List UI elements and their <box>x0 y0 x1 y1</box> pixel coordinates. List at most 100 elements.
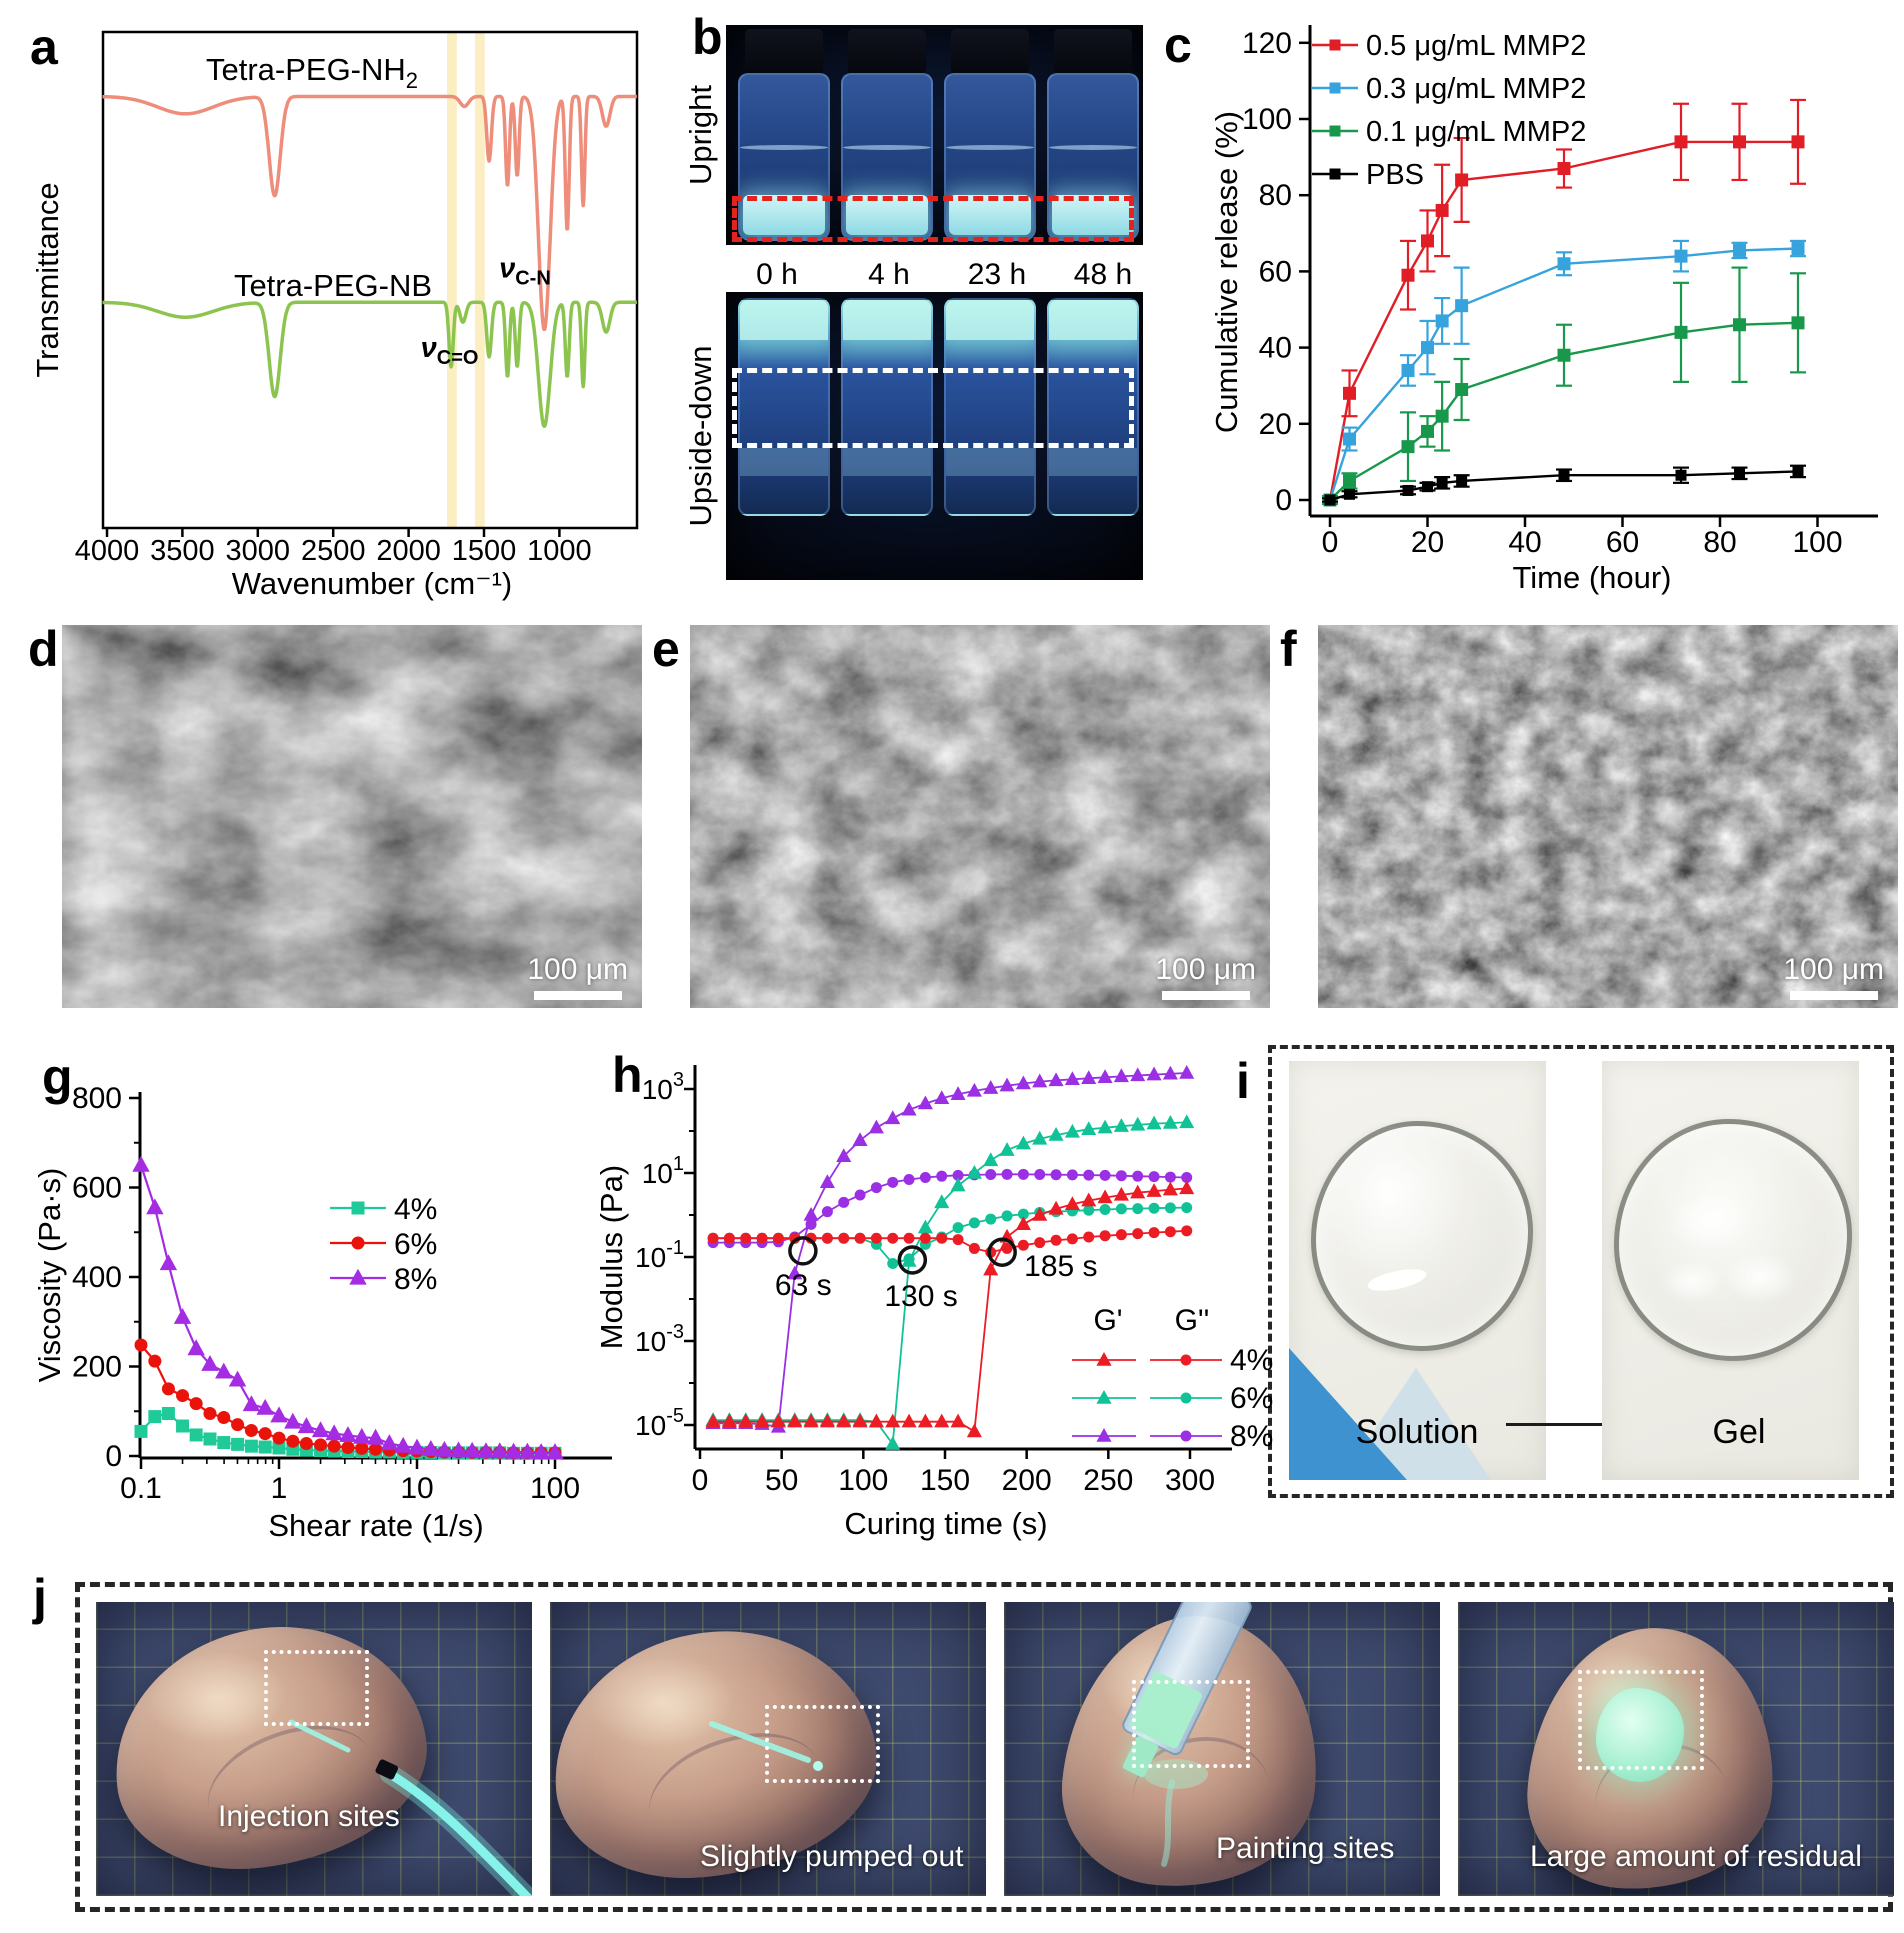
gel-label: Gel <box>1712 1413 1766 1451</box>
upside-down-label: Upside-down <box>683 345 718 527</box>
vial-upright <box>841 29 933 241</box>
svg-text:200: 200 <box>72 1351 122 1384</box>
scale-bar-label: 100 μm <box>527 953 628 986</box>
time-label-0h: 0 h <box>756 258 798 291</box>
svg-text:0: 0 <box>105 1440 122 1473</box>
svg-text:νC=O: νC=O <box>421 332 479 369</box>
photo-gel: Gel <box>1602 1061 1859 1480</box>
svg-text:Wavenumber (cm⁻¹): Wavenumber (cm⁻¹) <box>232 566 512 601</box>
vial-upright <box>738 29 830 241</box>
solution-droplet <box>1311 1121 1533 1351</box>
svg-text:100: 100 <box>838 1464 888 1497</box>
caption: Painting sites <box>1216 1832 1395 1865</box>
photo-injection-sites: Injection sites <box>96 1602 532 1896</box>
time-label-4h: 4 h <box>868 258 910 291</box>
svg-text:100: 100 <box>530 1472 580 1505</box>
svg-text:1500: 1500 <box>452 535 517 567</box>
svg-text:G'': G'' <box>1175 1304 1210 1337</box>
svg-text:0.3 μg/mL MMP2: 0.3 μg/mL MMP2 <box>1366 73 1586 105</box>
svg-text:Cumulative release (%): Cumulative release (%) <box>1209 111 1244 433</box>
svg-text:Viscosity (Pa·s): Viscosity (Pa·s) <box>32 1168 67 1383</box>
svg-text:3000: 3000 <box>226 535 291 567</box>
photo-vials-upright <box>726 25 1143 245</box>
svg-text:6%: 6% <box>1230 1382 1273 1415</box>
svg-text:4%: 4% <box>394 1193 437 1226</box>
svg-text:80: 80 <box>1703 526 1736 559</box>
caption: Slightly pumped out <box>700 1840 964 1873</box>
highlight-box-white <box>732 368 1134 448</box>
highlight-box <box>1578 1670 1704 1770</box>
svg-text:10-1: 10-1 <box>635 1237 684 1273</box>
svg-text:Time (hour): Time (hour) <box>1512 560 1671 595</box>
panel-label-j: j <box>33 1569 47 1625</box>
vial-upside-down <box>841 298 933 516</box>
svg-text:150: 150 <box>920 1464 970 1497</box>
svg-text:400: 400 <box>72 1261 122 1294</box>
svg-text:1000: 1000 <box>527 535 592 567</box>
highlight-box <box>1132 1680 1250 1768</box>
svg-text:50: 50 <box>765 1464 798 1497</box>
svg-text:100: 100 <box>1242 103 1292 136</box>
svg-text:60: 60 <box>1606 526 1639 559</box>
svg-text:40: 40 <box>1508 526 1541 559</box>
scale-bar <box>533 991 622 1000</box>
caption: Large amount of residual <box>1530 1840 1862 1873</box>
svg-text:300: 300 <box>1165 1464 1215 1497</box>
svg-text:Modulus (Pa): Modulus (Pa) <box>594 1165 629 1349</box>
streak-overlay <box>709 1721 823 1771</box>
svg-text:4%: 4% <box>1230 1344 1273 1377</box>
svg-text:0.1: 0.1 <box>120 1472 162 1505</box>
svg-text:60: 60 <box>1259 255 1292 288</box>
sem-image-e: 100 μm <box>690 625 1270 1008</box>
upright-label: Upright <box>683 85 718 185</box>
svg-text:20: 20 <box>1411 526 1444 559</box>
gel-droplet <box>1614 1119 1852 1361</box>
svg-text:G': G' <box>1093 1304 1122 1337</box>
svg-text:0.1 μg/mL MMP2: 0.1 μg/mL MMP2 <box>1366 116 1586 148</box>
svg-text:63 s: 63 s <box>775 1269 832 1302</box>
svg-text:100: 100 <box>1792 526 1842 559</box>
vial-upside-down <box>944 298 1036 516</box>
svg-text:6%: 6% <box>394 1228 437 1261</box>
scale-bar-label: 100 μm <box>1783 953 1884 986</box>
svg-text:80: 80 <box>1259 179 1292 212</box>
photo-slightly-pumped-out: Slightly pumped out <box>550 1602 986 1896</box>
sem-image-d: 100 μm <box>62 625 642 1008</box>
svg-text:185 s: 185 s <box>1024 1250 1097 1283</box>
svg-text:Shear rate (1/s): Shear rate (1/s) <box>268 1508 483 1543</box>
time-label-48h: 48 h <box>1073 258 1133 291</box>
svg-text:600: 600 <box>72 1172 122 1205</box>
svg-text:130 s: 130 s <box>884 1280 957 1313</box>
svg-text:101: 101 <box>642 1153 684 1189</box>
svg-text:120: 120 <box>1242 27 1292 60</box>
svg-text:200: 200 <box>1002 1464 1052 1497</box>
svg-text:Tetra-PEG-NH2: Tetra-PEG-NH2 <box>206 52 418 93</box>
solution-gel-panel: Solution Gel <box>1268 1045 1894 1498</box>
scale-bar <box>1789 991 1878 1000</box>
vial-upside-down <box>1047 298 1139 516</box>
svg-text:3500: 3500 <box>150 535 215 567</box>
panel-label-g: g <box>42 1049 73 1105</box>
panel-label-i: i <box>1236 1053 1250 1109</box>
svg-text:250: 250 <box>1083 1464 1133 1497</box>
svg-text:0: 0 <box>1322 526 1339 559</box>
highlight-box <box>264 1650 369 1726</box>
caption: Injection sites <box>218 1800 400 1833</box>
svg-text:0: 0 <box>1275 484 1292 517</box>
svg-text:8%: 8% <box>394 1263 437 1296</box>
svg-text:1: 1 <box>271 1472 288 1505</box>
svg-text:10-5: 10-5 <box>635 1405 684 1441</box>
svg-text:Curing time (s): Curing time (s) <box>844 1506 1047 1541</box>
svg-text:νC-N: νC-N <box>499 253 551 290</box>
solution-label: Solution <box>1355 1413 1479 1451</box>
svg-text:0: 0 <box>692 1464 709 1497</box>
svg-text:0.5 μg/mL MMP2: 0.5 μg/mL MMP2 <box>1366 30 1586 62</box>
svg-text:10: 10 <box>400 1472 433 1505</box>
svg-text:40: 40 <box>1259 332 1292 365</box>
heart-photos-panel: Injection sites Slightly pumped out Pain… <box>75 1582 1894 1912</box>
panel-label-c: c <box>1164 17 1192 73</box>
vial-upright <box>944 29 1036 241</box>
svg-text:2000: 2000 <box>376 535 441 567</box>
panel-label-d: d <box>28 621 59 677</box>
